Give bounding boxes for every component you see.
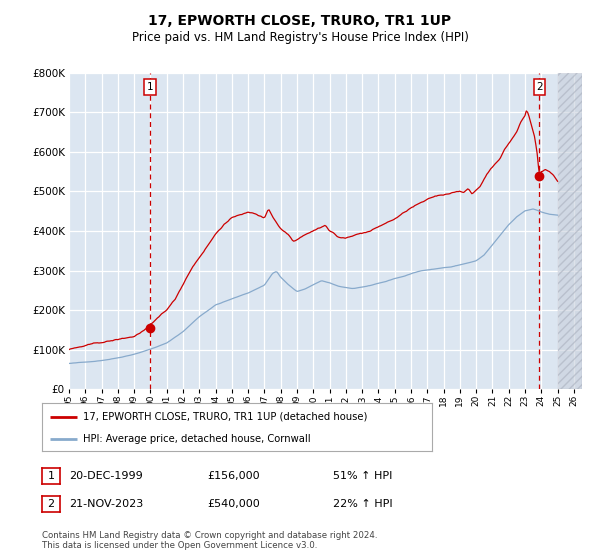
Text: Contains HM Land Registry data © Crown copyright and database right 2024.
This d: Contains HM Land Registry data © Crown c… xyxy=(42,531,377,550)
Text: 22% ↑ HPI: 22% ↑ HPI xyxy=(333,499,392,509)
Text: 21-NOV-2023: 21-NOV-2023 xyxy=(69,499,143,509)
Text: 1: 1 xyxy=(47,471,55,481)
Text: HPI: Average price, detached house, Cornwall: HPI: Average price, detached house, Corn… xyxy=(83,434,311,444)
Text: 2: 2 xyxy=(47,499,55,509)
Text: £540,000: £540,000 xyxy=(207,499,260,509)
Text: Price paid vs. HM Land Registry's House Price Index (HPI): Price paid vs. HM Land Registry's House … xyxy=(131,31,469,44)
Text: 17, EPWORTH CLOSE, TRURO, TR1 1UP (detached house): 17, EPWORTH CLOSE, TRURO, TR1 1UP (detac… xyxy=(83,412,367,422)
Text: 1: 1 xyxy=(146,82,153,92)
Text: 17, EPWORTH CLOSE, TRURO, TR1 1UP: 17, EPWORTH CLOSE, TRURO, TR1 1UP xyxy=(148,14,452,28)
Text: £156,000: £156,000 xyxy=(207,471,260,481)
Text: 51% ↑ HPI: 51% ↑ HPI xyxy=(333,471,392,481)
Text: 2: 2 xyxy=(536,82,543,92)
Text: 20-DEC-1999: 20-DEC-1999 xyxy=(69,471,143,481)
